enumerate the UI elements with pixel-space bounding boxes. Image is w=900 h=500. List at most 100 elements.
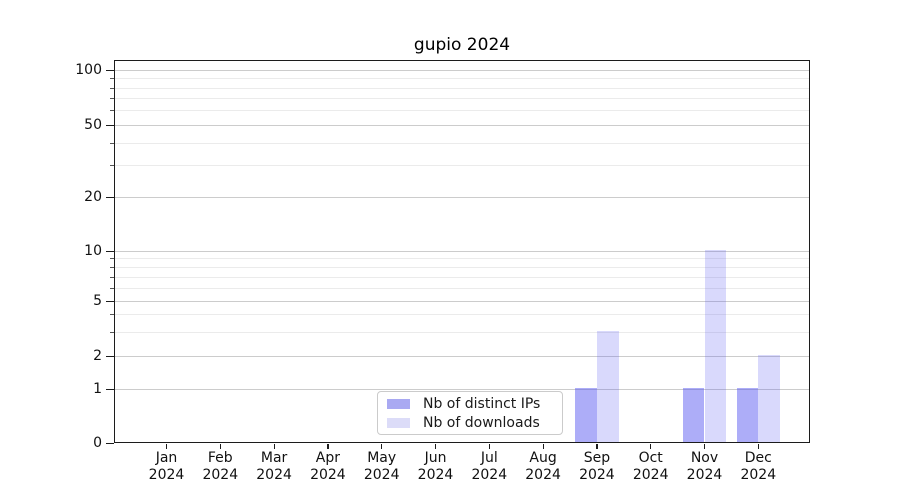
bar — [704, 250, 727, 442]
x-tick-month: Nov — [690, 450, 719, 466]
bar — [758, 355, 781, 442]
bar — [596, 331, 619, 442]
x-tick-mark — [381, 444, 383, 449]
bar — [682, 388, 705, 442]
x-tick-mark — [596, 444, 598, 449]
x-tick-year: 2024 — [525, 466, 561, 483]
y-minor-tick-mark — [110, 77, 114, 79]
gridline-minor — [115, 267, 809, 268]
x-tick-label: Mar 2024 — [246, 450, 302, 483]
gridline-major — [115, 197, 809, 198]
x-tick-year: 2024 — [202, 466, 239, 483]
gridline-major — [115, 251, 809, 252]
y-minor-tick-mark — [110, 331, 114, 333]
plot-area — [114, 60, 810, 443]
x-tick-mark — [650, 444, 652, 449]
gridline-major — [115, 70, 809, 71]
y-minor-tick-mark — [110, 142, 114, 144]
gridline-minor — [115, 277, 809, 278]
x-tick-year: 2024 — [310, 466, 346, 483]
x-tick-month: Oct — [638, 450, 663, 466]
x-tick-label: Aug 2024 — [515, 450, 571, 483]
y-tick-label: 10 — [84, 243, 102, 259]
legend: Nb of distinct IPs Nb of downloads — [377, 391, 563, 435]
x-tick-label: Jul 2024 — [461, 450, 517, 483]
y-tick-label: 50 — [84, 117, 102, 133]
legend-entry: Nb of distinct IPs — [387, 395, 562, 413]
x-tick-year: 2024 — [256, 466, 292, 483]
y-tick-mark — [106, 355, 114, 357]
x-tick-month: Apr — [315, 450, 340, 466]
x-tick-month: Jul — [480, 450, 498, 466]
gridline-minor — [115, 258, 809, 259]
gridline-major — [115, 356, 809, 357]
gridline-minor — [115, 110, 809, 111]
x-tick-mark — [273, 444, 275, 449]
x-tick-mark — [704, 444, 706, 449]
gridline-major — [115, 301, 809, 302]
x-tick-label: Dec 2024 — [730, 450, 786, 483]
y-minor-tick-mark — [110, 313, 114, 315]
legend-swatch — [387, 417, 410, 428]
y-minor-tick-mark — [110, 87, 114, 89]
bar — [575, 388, 597, 442]
x-tick-year: 2024 — [686, 466, 723, 483]
x-tick-mark — [542, 444, 544, 449]
y-tick-label: 100 — [75, 62, 102, 78]
x-tick-month: Mar — [260, 450, 288, 466]
gridline-minor — [115, 88, 809, 89]
x-tick-label: Feb 2024 — [192, 450, 248, 483]
y-minor-tick-mark — [110, 97, 114, 99]
y-tick-mark — [106, 388, 114, 390]
gridline-minor — [115, 332, 809, 333]
gridline-minor — [115, 165, 809, 166]
x-tick-mark — [488, 444, 491, 449]
x-tick-year: 2024 — [740, 466, 777, 483]
x-tick-year: 2024 — [148, 466, 185, 483]
gridline-major — [115, 125, 809, 126]
y-tick-label: 20 — [84, 189, 102, 205]
x-tick-month: Aug — [529, 450, 557, 466]
gridline-minor — [115, 78, 809, 79]
gridline-minor — [115, 98, 809, 99]
chart-title: gupio 2024 — [413, 35, 511, 55]
x-tick-year: 2024 — [579, 466, 615, 483]
y-tick-mark — [106, 69, 114, 71]
x-tick-mark — [435, 444, 437, 449]
bar — [736, 388, 759, 442]
x-tick-mark — [219, 444, 222, 449]
x-tick-month: Jan — [155, 450, 178, 466]
legend-swatch — [387, 398, 410, 409]
x-tick-label: Jun 2024 — [408, 450, 464, 483]
legend-label: Nb of distinct IPs — [423, 395, 541, 412]
x-tick-month: Jun — [424, 450, 447, 466]
y-tick-mark — [106, 124, 114, 126]
y-tick-mark — [106, 442, 114, 444]
y-tick-mark — [106, 300, 114, 302]
x-tick-year: 2024 — [471, 466, 508, 483]
y-tick-mark — [106, 250, 114, 252]
x-tick-mark — [757, 444, 760, 449]
y-tick-label: 5 — [93, 293, 102, 309]
x-tick-month: Sep — [583, 450, 611, 466]
y-minor-tick-mark — [110, 109, 114, 111]
x-tick-mark — [166, 444, 168, 449]
x-tick-year: 2024 — [363, 466, 400, 483]
x-tick-label: Nov 2024 — [677, 450, 733, 483]
y-minor-tick-mark — [110, 164, 114, 166]
x-tick-year: 2024 — [632, 466, 669, 483]
y-tick-label: 1 — [93, 381, 102, 397]
x-tick-month: Feb — [207, 450, 233, 466]
x-tick-label: Apr 2024 — [300, 450, 356, 483]
x-tick-label: Sep 2024 — [569, 450, 625, 483]
y-tick-mark — [106, 196, 114, 198]
gridline-minor — [115, 143, 809, 144]
y-minor-tick-mark — [110, 266, 114, 268]
y-minor-tick-mark — [110, 257, 114, 259]
y-minor-tick-mark — [110, 276, 114, 278]
legend-label: Nb of downloads — [423, 414, 540, 431]
y-minor-tick-mark — [110, 287, 114, 289]
y-tick-label: 0 — [93, 435, 102, 451]
gridline-minor — [115, 314, 809, 315]
